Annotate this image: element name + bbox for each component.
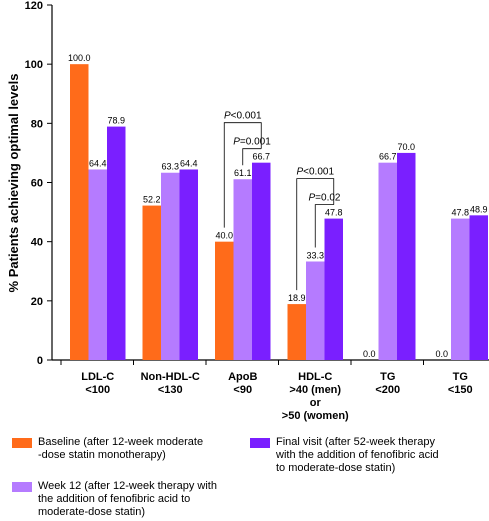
bar-value-label: 47.8 xyxy=(325,208,343,218)
x-category-label: >40 (men) xyxy=(289,384,341,396)
bar xyxy=(252,162,271,360)
x-category-label: <130 xyxy=(158,384,183,396)
bar xyxy=(161,172,180,360)
bar xyxy=(107,126,126,361)
y-tick-label: 40 xyxy=(31,237,43,249)
x-category-label: >50 (women) xyxy=(282,410,349,422)
x-category-label: LDL-C xyxy=(81,371,114,383)
p-value-label: P=0.02 xyxy=(309,193,341,204)
y-axis-label: % Patients achieving optimal levels xyxy=(6,74,21,293)
significance-bracket xyxy=(296,178,335,291)
y-tick-label: 80 xyxy=(31,118,43,130)
bar xyxy=(179,169,198,360)
significance-annotations: P<0.001 P=0.001 P<0.001 P=0.02 xyxy=(223,111,341,291)
bar xyxy=(70,64,89,361)
bar-value-label: 66.7 xyxy=(252,152,270,162)
x-category-label: <200 xyxy=(375,384,400,396)
x-category-label: HDL-C xyxy=(298,371,332,383)
y-tick-label: 20 xyxy=(31,296,43,308)
bar-value-label: 33.3 xyxy=(306,250,324,260)
bar-value-label: 66.7 xyxy=(379,152,397,162)
legend-swatch-baseline xyxy=(12,438,32,448)
x-category-label: TG xyxy=(380,371,395,383)
bar-value-label: 52.2 xyxy=(143,195,161,205)
bar-value-label: 40.0 xyxy=(215,231,233,241)
bar xyxy=(306,261,325,360)
significance-bracket xyxy=(242,148,262,166)
bar-value-label: 47.8 xyxy=(451,208,469,218)
y-tick-label: 0 xyxy=(37,355,43,367)
bar xyxy=(397,152,416,360)
bar xyxy=(324,218,343,360)
significance-bracket xyxy=(223,122,262,228)
bar-value-label: 70.0 xyxy=(397,142,415,152)
x-category-label: ApoB xyxy=(228,371,257,383)
p-value-label: P<0.001 xyxy=(296,167,334,178)
bar xyxy=(233,179,252,360)
bar-value-label: 100.0 xyxy=(68,53,91,63)
bar xyxy=(469,215,488,360)
bar-value-label: 63.3 xyxy=(161,162,179,172)
bar-value-label: 64.4 xyxy=(89,158,107,168)
y-tick-label: 60 xyxy=(31,178,43,190)
bar xyxy=(142,205,161,360)
p-value-label: P=0.001 xyxy=(233,137,271,148)
bar-value-label: 78.9 xyxy=(107,116,125,126)
bar xyxy=(378,162,397,360)
bar xyxy=(451,218,470,360)
y-tick-label: 120 xyxy=(25,0,43,12)
x-category-label: or xyxy=(310,397,322,409)
bar-value-labels: 100.052.240.018.90.0 0.064.4 63.361.133.36… xyxy=(68,53,488,359)
x-category-label: <100 xyxy=(85,384,110,396)
x-category-label: Non-HDL-C xyxy=(141,371,200,383)
bar-value-label: 61.1 xyxy=(234,168,252,178)
bar-value-label: 48.9 xyxy=(470,204,488,214)
legend-label-final-visit: Final visit (after 52-week therapy with t… xyxy=(276,436,439,474)
legend-label-week12: Week 12 (after 12-week therapy with the a… xyxy=(38,480,217,518)
y-tick-label: 100 xyxy=(25,59,43,71)
bar-value-label: 64.4 xyxy=(180,158,198,168)
bars xyxy=(70,64,488,361)
x-category-label: TG xyxy=(453,371,468,383)
bar-value-label: 0.0 xyxy=(435,349,448,359)
bar-value-label: 0.0 xyxy=(363,349,376,359)
p-value-label: P<0.001 xyxy=(224,111,262,122)
x-category-label: <90 xyxy=(233,384,252,396)
bar xyxy=(215,241,234,360)
legend-label-baseline: Baseline (after 12-week moderate -dose st… xyxy=(38,436,204,461)
x-category-label: <150 xyxy=(448,384,473,396)
bar xyxy=(287,304,306,360)
bar-value-label: 18.9 xyxy=(288,293,306,303)
significance-bracket xyxy=(314,204,334,248)
legend-swatch-final-visit xyxy=(250,438,270,448)
legend-swatch-week12 xyxy=(12,482,32,492)
category-labels: LDL-C<100 Non-HDL-C<130 ApoB<90 HDL-C>40 (m… xyxy=(81,371,472,422)
bar xyxy=(88,169,107,360)
